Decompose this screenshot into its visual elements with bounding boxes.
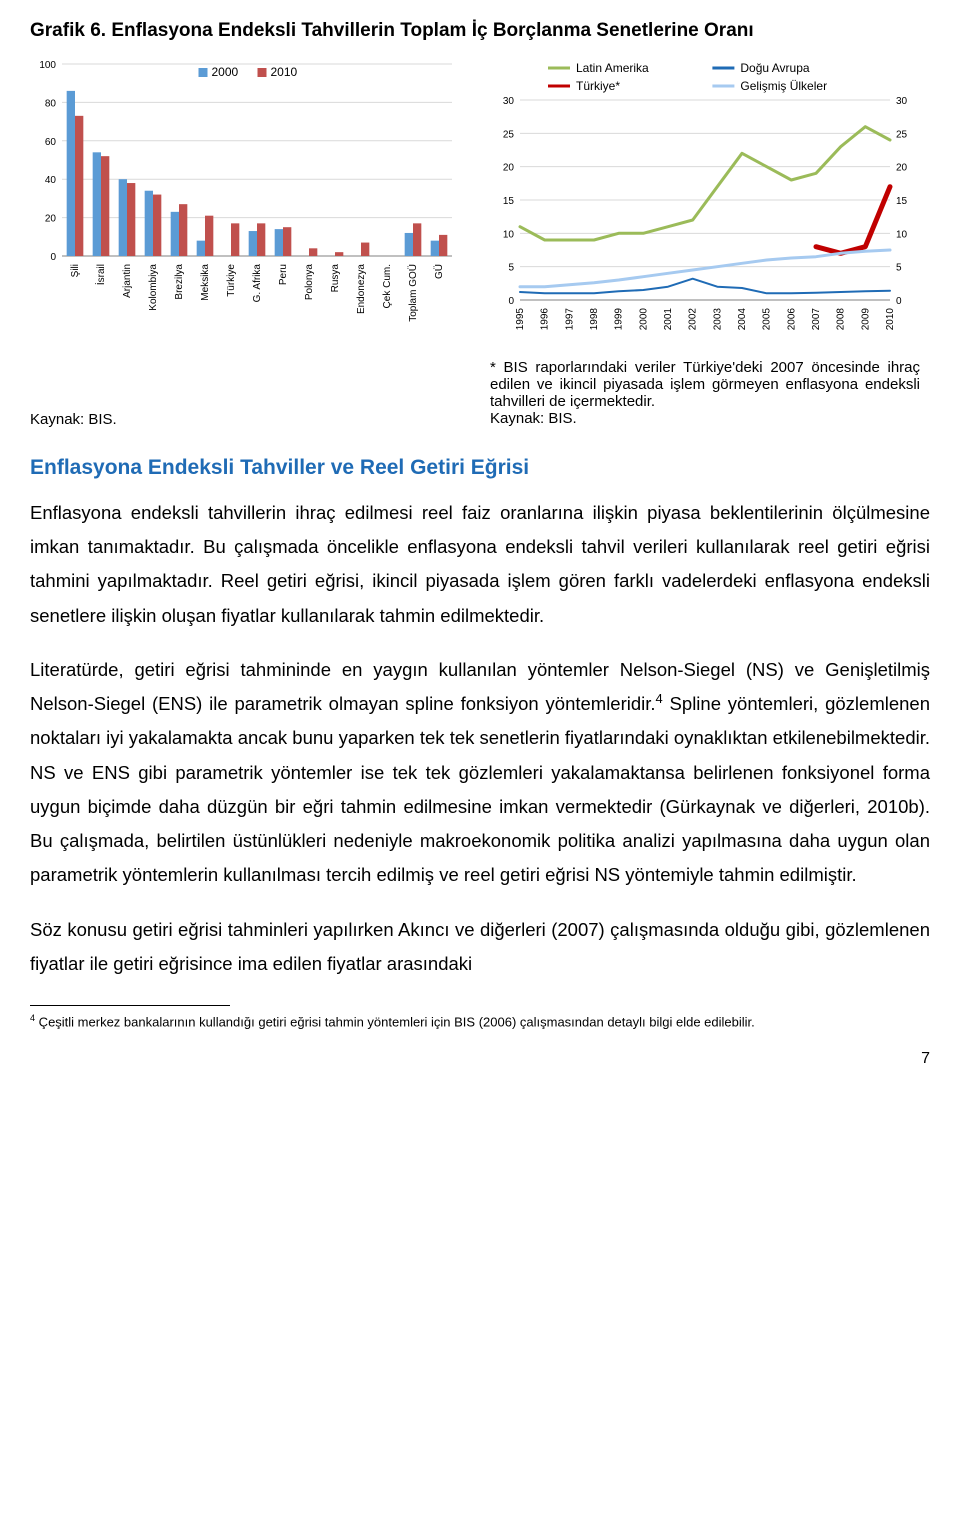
svg-text:1998: 1998 — [589, 308, 600, 331]
svg-text:30: 30 — [503, 96, 515, 107]
svg-text:Arjantin: Arjantin — [122, 264, 133, 298]
svg-text:2000: 2000 — [212, 65, 239, 79]
svg-text:Gelişmiş Ülkeler: Gelişmiş Ülkeler — [740, 79, 827, 93]
footnote-text: Çeşitli merkez bankalarının kullandığı g… — [35, 1014, 755, 1029]
svg-text:G. Afrika: G. Afrika — [252, 264, 263, 303]
svg-text:60: 60 — [45, 137, 57, 148]
svg-text:80: 80 — [45, 98, 57, 109]
svg-text:2002: 2002 — [688, 308, 699, 331]
svg-text:Endonezya: Endonezya — [356, 264, 367, 314]
section-title: Enflasyona Endeksli Tahviller ve Reel Ge… — [30, 456, 930, 480]
charts-row: 020406080100ŞiliİsrailArjantinKolombiyaB… — [30, 54, 930, 349]
footnote-separator — [30, 1005, 230, 1006]
svg-text:Brezilya: Brezilya — [174, 264, 185, 300]
svg-text:5: 5 — [896, 263, 902, 274]
svg-text:2005: 2005 — [762, 308, 773, 331]
svg-text:25: 25 — [503, 129, 515, 140]
svg-text:5: 5 — [508, 263, 514, 274]
footnote-ref-4: 4 — [656, 691, 663, 706]
svg-text:30: 30 — [896, 96, 908, 107]
svg-text:2004: 2004 — [737, 308, 748, 331]
svg-text:2008: 2008 — [836, 308, 847, 331]
svg-text:Toplam GOÜ: Toplam GOÜ — [407, 264, 419, 322]
p2-post: Spline yöntemleri, gözlemlenen noktaları… — [30, 693, 930, 885]
svg-text:0: 0 — [50, 252, 56, 263]
svg-text:2006: 2006 — [786, 308, 797, 331]
svg-text:Türkiye*: Türkiye* — [576, 79, 620, 93]
bar-chart: 0 20 40 60 80 100 Şili İsrail Arjantin Kolombiya B… — [30, 54, 460, 349]
svg-text:1997: 1997 — [564, 308, 575, 331]
svg-text:40: 40 — [45, 175, 57, 186]
svg-text:2000: 2000 — [638, 308, 649, 331]
svg-text:2010: 2010 — [885, 308, 896, 331]
svg-text:15: 15 — [896, 196, 908, 207]
svg-text:Kolombiya: Kolombiya — [148, 264, 159, 311]
line-chart-svg: 0 0 5 5 10 10 15 15 20 20 25 25 30 30 1995 1996 1997 1998… — [490, 54, 920, 344]
svg-text:25: 25 — [896, 129, 908, 140]
source-right: * BIS raporlarındaki veriler Türkiye'dek… — [490, 359, 920, 428]
svg-text:1995: 1995 — [515, 308, 526, 331]
paragraph-3: Söz konusu getiri eğrisi tahminleri yapı… — [30, 913, 930, 981]
svg-text:GÜ: GÜ — [433, 264, 445, 279]
svg-text:10: 10 — [503, 229, 515, 240]
svg-text:Polonya: Polonya — [304, 264, 315, 301]
svg-text:Peru: Peru — [278, 264, 289, 285]
svg-text:20: 20 — [896, 163, 908, 174]
svg-text:10: 10 — [896, 229, 908, 240]
svg-text:Meksika: Meksika — [200, 264, 211, 301]
page-number: 7 — [30, 1050, 930, 1068]
chart-title: Grafik 6. Enflasyona Endeksli Tahvilleri… — [30, 20, 930, 42]
svg-text:2003: 2003 — [712, 308, 723, 331]
svg-text:Türkiye: Türkiye — [226, 264, 237, 297]
bar-chart-svg: 0 20 40 60 80 100 Şili İsrail Arjantin Kolombiya B… — [30, 54, 460, 344]
source-left: Kaynak: BIS. — [30, 359, 460, 428]
paragraph-1: Enflasyona endeksli tahvillerin ihraç ed… — [30, 496, 930, 633]
svg-text:2007: 2007 — [811, 308, 822, 331]
svg-text:İsrail: İsrail — [94, 264, 107, 285]
svg-text:20: 20 — [45, 214, 57, 225]
paragraph-2: Literatürde, getiri eğrisi tahmininde en… — [30, 653, 930, 893]
sources-row: Kaynak: BIS. * BIS raporlarındaki verile… — [30, 359, 930, 428]
svg-text:0: 0 — [896, 296, 902, 307]
svg-text:2010: 2010 — [271, 65, 298, 79]
svg-text:100: 100 — [39, 60, 56, 71]
svg-text:2001: 2001 — [663, 308, 674, 331]
svg-text:2009: 2009 — [860, 308, 871, 331]
svg-text:15: 15 — [503, 196, 515, 207]
svg-text:1996: 1996 — [540, 308, 551, 331]
svg-text:Rusya: Rusya — [330, 264, 341, 293]
svg-text:Latin Amerika: Latin Amerika — [576, 61, 649, 75]
svg-text:Şili: Şili — [70, 264, 81, 277]
svg-text:20: 20 — [503, 163, 515, 174]
svg-text:0: 0 — [508, 296, 514, 307]
line-chart: 0 0 5 5 10 10 15 15 20 20 25 25 30 30 1995 1996 1997 1998… — [490, 54, 920, 349]
svg-text:1999: 1999 — [614, 308, 625, 331]
svg-text:Çek Cum.: Çek Cum. — [382, 264, 393, 308]
footnote-4: 4 Çeşitli merkez bankalarının kullandığı… — [30, 1012, 930, 1032]
svg-text:Doğu Avrupa: Doğu Avrupa — [740, 61, 809, 75]
